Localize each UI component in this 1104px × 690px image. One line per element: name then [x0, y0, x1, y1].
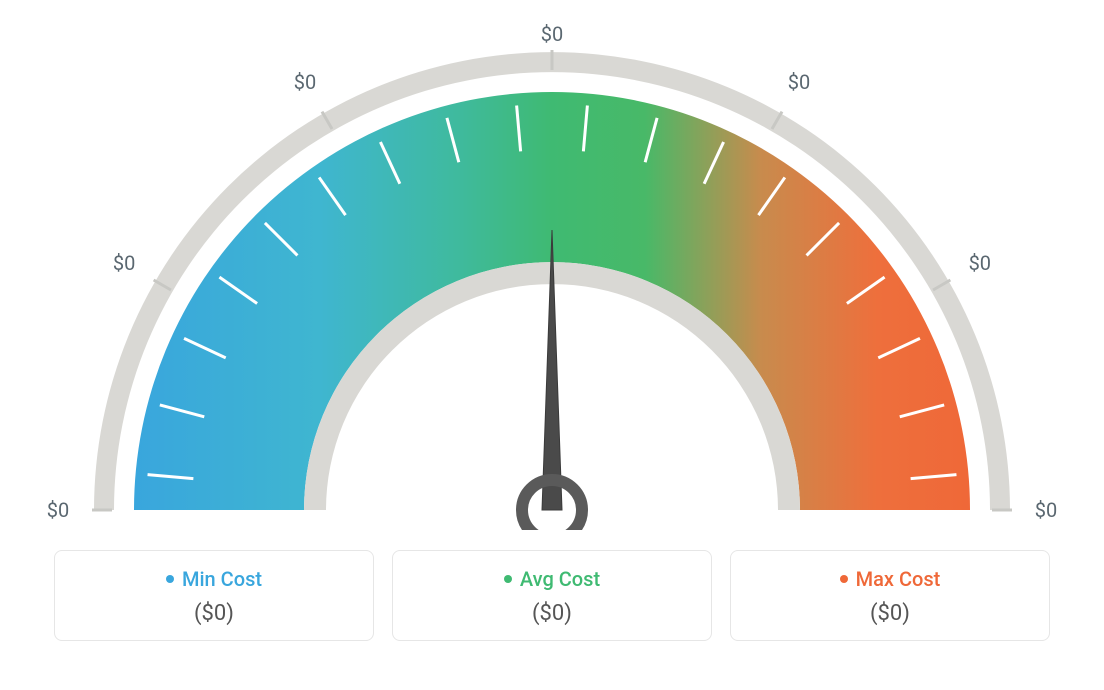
legend-dot-min: [166, 575, 174, 583]
legend-value-avg: ($0): [403, 601, 701, 626]
legend-row: Min Cost ($0) Avg Cost ($0) Max Cost ($0…: [20, 550, 1084, 641]
gauge-tick-label: $0: [788, 70, 810, 94]
legend-dot-max: [840, 575, 848, 583]
gauge-chart: $0 $0 $0 $0 $0 $0 $0: [20, 20, 1084, 530]
legend-card-min: Min Cost ($0): [54, 550, 374, 641]
gauge-tick-label: $0: [294, 70, 316, 94]
legend-card-max: Max Cost ($0): [730, 550, 1050, 641]
legend-label-min: Min Cost: [182, 567, 262, 591]
gauge-tick-label: $0: [969, 251, 991, 275]
legend-value-max: ($0): [741, 601, 1039, 626]
gauge-tick-label: $0: [1035, 498, 1057, 522]
legend-label-max: Max Cost: [856, 567, 941, 591]
gauge-tick-label: $0: [541, 22, 563, 46]
gauge-tick-label: $0: [113, 251, 135, 275]
legend-card-avg: Avg Cost ($0): [392, 550, 712, 641]
legend-value-min: ($0): [65, 601, 363, 626]
legend-title-max: Max Cost: [840, 567, 941, 591]
gauge-tick-label: $0: [47, 498, 69, 522]
legend-dot-avg: [504, 575, 512, 583]
legend-label-avg: Avg Cost: [520, 567, 600, 591]
legend-title-avg: Avg Cost: [504, 567, 600, 591]
legend-title-min: Min Cost: [166, 567, 262, 591]
gauge-svg: [20, 20, 1084, 530]
